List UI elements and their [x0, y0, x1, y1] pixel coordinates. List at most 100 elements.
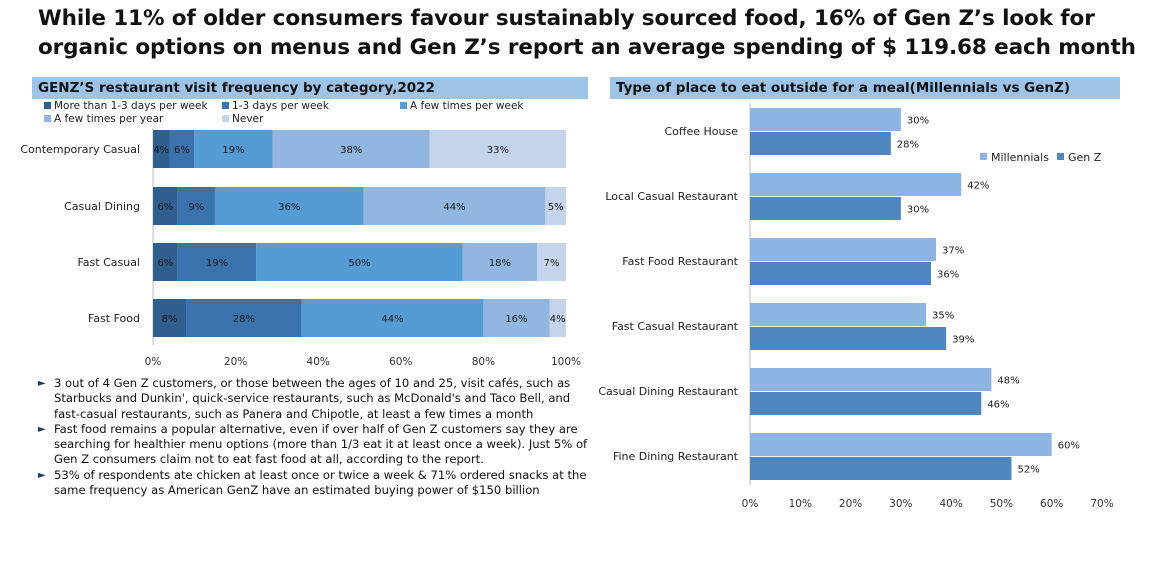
- note-item: ► Fast food remains a popular alternativ…: [38, 422, 593, 468]
- bar-segment: [186, 299, 302, 337]
- legend-swatch: [1057, 153, 1064, 160]
- bar: [750, 197, 901, 220]
- x-tick-label: 0%: [145, 356, 162, 368]
- bar: [750, 173, 962, 196]
- note-item: ► 53% of respondents ate chicken at leas…: [38, 468, 593, 499]
- bar-segment: [194, 130, 273, 168]
- data-label: 19%: [222, 145, 244, 156]
- bar-segment: [214, 187, 364, 225]
- data-label: 36%: [278, 202, 300, 213]
- data-label: 33%: [487, 145, 509, 156]
- bar-segment: [177, 243, 257, 281]
- note-text: 53% of respondents ate chicken at least …: [54, 467, 587, 498]
- x-tick-label: 20%: [224, 356, 247, 368]
- x-tick-label: 0%: [742, 498, 759, 510]
- data-label: 9%: [188, 202, 204, 213]
- bar-segment: [177, 187, 215, 225]
- data-label: 35%: [932, 311, 954, 322]
- bar-segment: [363, 187, 546, 225]
- x-tick-label: 60%: [1040, 498, 1063, 510]
- legend-label: A few times per year: [54, 113, 164, 125]
- category-label: Local Casual Restaurant: [605, 190, 738, 203]
- x-tick-label: 60%: [389, 356, 412, 368]
- bar: [750, 433, 1052, 456]
- bar-segment: [483, 299, 550, 337]
- bar: [750, 108, 901, 131]
- legend-swatch: [400, 102, 407, 109]
- x-tick-label: 40%: [307, 356, 330, 368]
- data-label: 28%: [897, 140, 919, 151]
- legend-label: 1-3 days per week: [232, 100, 330, 112]
- data-label: 60%: [1058, 441, 1080, 452]
- bar: [750, 262, 932, 285]
- data-label: 48%: [997, 376, 1019, 387]
- bar-segment: [537, 243, 566, 281]
- page-title: While 11% of older consumers favour sust…: [38, 6, 1136, 60]
- bar-segment: [169, 130, 195, 168]
- x-tick-label: 40%: [939, 498, 962, 510]
- legend-label: More than 1-3 days per week: [54, 100, 208, 112]
- category-label: Contemporary Casual: [20, 143, 140, 156]
- legend-label: Gen Z: [1068, 151, 1102, 164]
- data-label: 4%: [550, 314, 566, 325]
- left-chart-title: GENZ’S restaurant visit frequency by cat…: [32, 77, 588, 99]
- legend-swatch: [44, 115, 51, 122]
- legend-swatch: [44, 102, 51, 109]
- bar-segment: [429, 130, 566, 168]
- x-tick-label: 10%: [789, 498, 812, 510]
- bar: [750, 392, 982, 415]
- data-label: 44%: [381, 314, 403, 325]
- data-label: 18%: [489, 258, 511, 269]
- bar-segment: [545, 187, 566, 225]
- visit-frequency-chart: More than 1-3 days per week 1-3 days per …: [20, 100, 581, 368]
- data-label: 30%: [907, 205, 929, 216]
- legend-label: Never: [232, 113, 264, 125]
- legend-swatch: [222, 115, 229, 122]
- data-label: 36%: [937, 270, 959, 281]
- right-chart-title: Type of place to eat outside for a meal(…: [610, 77, 1120, 99]
- data-label: 46%: [987, 400, 1009, 411]
- bar: [750, 303, 926, 326]
- category-label: Fast Food: [88, 312, 140, 325]
- note-text: 3 out of 4 Gen Z customers, or those bet…: [54, 376, 571, 421]
- data-label: 7%: [544, 258, 560, 269]
- data-label: 50%: [348, 258, 370, 269]
- category-label: Coffee House: [665, 125, 739, 138]
- arrow-bullet-icon: ►: [38, 423, 46, 435]
- bar: [750, 238, 937, 261]
- legend-label: A few times per week: [410, 100, 524, 112]
- x-tick-label: 20%: [839, 498, 862, 510]
- data-label: 6%: [174, 145, 190, 156]
- data-label: 16%: [505, 314, 527, 325]
- note-item: ► 3 out of 4 Gen Z customers, or those b…: [38, 376, 593, 422]
- data-label: 6%: [157, 258, 173, 269]
- category-label: Fast Casual Restaurant: [612, 320, 739, 333]
- arrow-bullet-icon: ►: [38, 469, 46, 481]
- x-tick-label: 70%: [1090, 498, 1113, 510]
- x-tick-label: 80%: [472, 356, 495, 368]
- category-label: Fast Casual: [77, 256, 140, 269]
- legend-swatch: [222, 102, 229, 109]
- bar-segment: [153, 130, 170, 168]
- data-label: 42%: [967, 181, 989, 192]
- data-label: 39%: [952, 335, 974, 346]
- data-label: 5%: [548, 202, 564, 213]
- data-label: 52%: [1017, 465, 1039, 476]
- note-text: Fast food remains a popular alternative,…: [54, 421, 588, 467]
- data-label: 19%: [206, 258, 228, 269]
- bar-segment: [153, 187, 178, 225]
- legend-label: Millennials: [991, 151, 1049, 164]
- x-tick-label: 50%: [990, 498, 1013, 510]
- data-label: 37%: [942, 246, 964, 257]
- bar: [750, 132, 891, 155]
- legend-swatch: [980, 153, 987, 160]
- data-label: 38%: [340, 145, 362, 156]
- bar-segment: [153, 243, 178, 281]
- data-label: 28%: [233, 314, 255, 325]
- bar-segment: [256, 243, 463, 281]
- bar: [750, 368, 992, 391]
- bar: [750, 457, 1012, 480]
- bar-segment: [272, 130, 430, 168]
- bar-segment: [301, 299, 484, 337]
- bar-segment: [549, 299, 566, 337]
